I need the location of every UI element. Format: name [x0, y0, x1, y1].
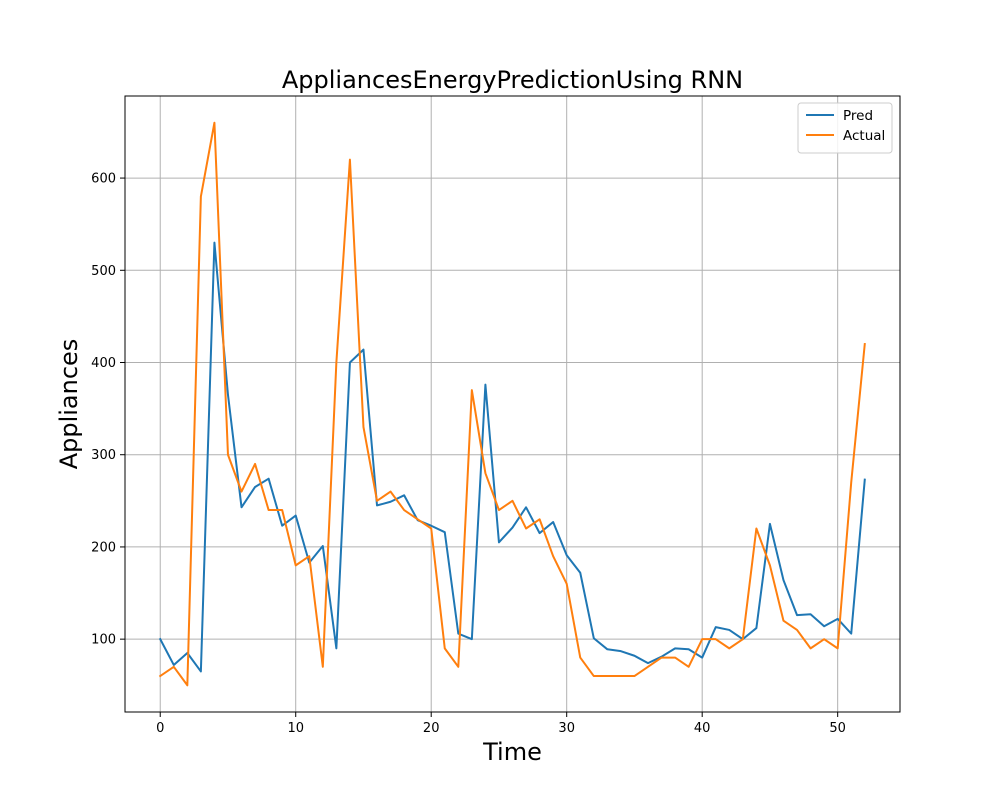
axis-ticks: 0 10 20 30 40 50 100 200 300 400 500 600 — [91, 172, 846, 736]
plot-series — [158, 121, 866, 687]
y-tick-label: 500 — [91, 264, 116, 279]
x-tick-label: 50 — [829, 721, 846, 736]
y-tick-label: 300 — [91, 448, 116, 463]
legend-label-actual: Actual — [843, 128, 885, 144]
y-tick-label: 200 — [91, 540, 116, 555]
x-tick-label: 40 — [694, 721, 711, 736]
x-axis-label: Time — [482, 738, 542, 766]
chart-title: AppliancesEnergyPredictionUsing RNN — [282, 66, 743, 94]
y-tick-label: 600 — [91, 172, 116, 187]
y-tick-label: 100 — [91, 633, 116, 648]
legend-label-pred: Pred — [843, 108, 873, 124]
x-tick-label: 10 — [287, 721, 304, 736]
y-axis-label: Appliances — [55, 339, 83, 470]
legend: Pred Actual — [797, 102, 893, 154]
series-line-pred — [158, 241, 866, 673]
plot-frame — [124, 95, 901, 713]
x-tick-label: 30 — [558, 721, 575, 736]
series-line-actual — [158, 121, 866, 687]
grid-lines — [125, 96, 900, 712]
y-tick-label: 400 — [91, 356, 116, 371]
x-tick-label: 20 — [423, 721, 440, 736]
x-tick-label: 0 — [156, 721, 164, 736]
